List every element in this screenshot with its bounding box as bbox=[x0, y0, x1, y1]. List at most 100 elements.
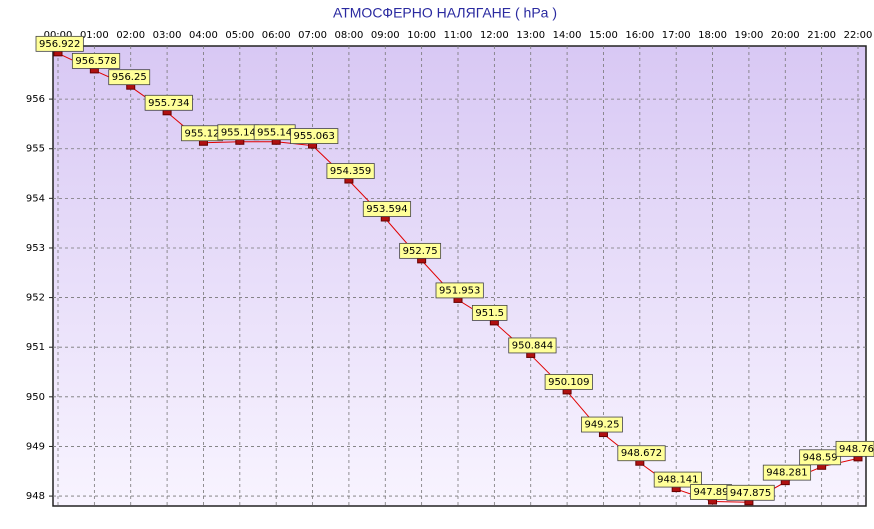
data-label-group: 948.672 bbox=[617, 445, 666, 462]
x-tick-label: 09:00 bbox=[371, 30, 400, 41]
chart-title: АТМОСФЕРНО НАЛЯГАНЕ ( hPa ) bbox=[333, 5, 557, 21]
data-label-group: 948.141 bbox=[653, 471, 702, 488]
data-label: 953.594 bbox=[366, 204, 407, 215]
y-tick-label: 950 bbox=[26, 392, 45, 403]
data-label: 952.75 bbox=[403, 246, 438, 257]
data-label: 948.672 bbox=[621, 448, 662, 459]
x-tick-label: 19:00 bbox=[734, 30, 763, 41]
data-label: 951.953 bbox=[439, 285, 480, 296]
data-label-group: 948.281 bbox=[762, 464, 812, 481]
x-tick-label: 03:00 bbox=[153, 30, 182, 41]
data-label: 954.359 bbox=[330, 166, 371, 177]
plot-area bbox=[52, 45, 867, 507]
data-label-box bbox=[471, 304, 508, 321]
data-label: 950.109 bbox=[548, 377, 589, 388]
data-label-box bbox=[290, 128, 339, 144]
data-label-box bbox=[35, 35, 84, 52]
data-label-box bbox=[399, 242, 442, 259]
data-label: 955.12 bbox=[184, 128, 219, 139]
data-label-group: 947.875 bbox=[726, 484, 775, 501]
data-label: 949.25 bbox=[584, 420, 619, 431]
data-label-group: 956.25 bbox=[108, 69, 151, 86]
data-label-box bbox=[108, 69, 151, 86]
data-label-group: 956.922 bbox=[35, 35, 84, 52]
x-tick-label: 22:00 bbox=[844, 30, 873, 41]
data-label-group: 955.14 bbox=[253, 124, 296, 141]
data-label: 955.734 bbox=[148, 98, 189, 109]
data-label: 947.875 bbox=[730, 488, 771, 499]
x-tick-label: 07:00 bbox=[298, 30, 327, 41]
data-label: 948.59 bbox=[803, 452, 838, 463]
data-label-box bbox=[71, 53, 121, 69]
y-tick-label: 954 bbox=[26, 193, 45, 204]
x-tick-label: 14:00 bbox=[553, 30, 582, 41]
data-label-box bbox=[144, 94, 193, 111]
data-label-box bbox=[435, 282, 484, 299]
x-tick-label: 16:00 bbox=[625, 30, 654, 41]
data-label-box bbox=[581, 416, 623, 433]
x-tick-label: 01:00 bbox=[80, 30, 109, 41]
data-label-box bbox=[508, 337, 557, 354]
data-label: 948.281 bbox=[766, 468, 807, 479]
data-label-box bbox=[726, 484, 775, 501]
data-label-group: 951.953 bbox=[435, 282, 484, 299]
data-label-group: 954.359 bbox=[326, 163, 375, 179]
data-label-group: 948.59 bbox=[799, 449, 842, 466]
data-label-box bbox=[653, 471, 702, 488]
data-label-group: 956.578 bbox=[71, 53, 121, 69]
data-label: 955.14 bbox=[257, 127, 292, 138]
data-label-group: 947.89 bbox=[690, 484, 732, 500]
data-label-group: 949.25 bbox=[581, 416, 623, 433]
x-tick-label: 13:00 bbox=[516, 30, 545, 41]
data-label: 948.76 bbox=[839, 444, 874, 455]
data-label: 956.578 bbox=[75, 56, 116, 67]
y-tick-label: 956 bbox=[26, 94, 45, 105]
x-tick-label: 05:00 bbox=[225, 30, 254, 41]
x-tick-label: 21:00 bbox=[807, 30, 836, 41]
data-label-group: 951.5 bbox=[471, 304, 508, 321]
data-label: 956.25 bbox=[112, 72, 147, 83]
data-label: 955.063 bbox=[294, 131, 335, 142]
x-tick-label: 12:00 bbox=[480, 30, 509, 41]
x-tick-label: 08:00 bbox=[334, 30, 363, 41]
x-tick-label: 06:00 bbox=[262, 30, 291, 41]
data-label-box bbox=[799, 449, 842, 466]
data-label-box bbox=[762, 464, 812, 481]
x-tick-label: 20:00 bbox=[771, 30, 800, 41]
data-label-group: 948.76 bbox=[835, 440, 874, 457]
x-tick-label: 15:00 bbox=[589, 30, 618, 41]
data-label: 956.922 bbox=[39, 39, 80, 50]
x-tick-label: 00:00 bbox=[44, 30, 73, 41]
y-tick-label: 948 bbox=[26, 491, 45, 502]
data-label-group: 955.063 bbox=[290, 128, 339, 144]
y-tick-label: 952 bbox=[26, 293, 45, 304]
data-label-group: 950.109 bbox=[544, 374, 593, 390]
data-label-box bbox=[544, 374, 593, 390]
data-label-group: 955.12 bbox=[181, 125, 223, 142]
data-label: 951.5 bbox=[475, 308, 504, 319]
data-label-box bbox=[326, 163, 375, 179]
data-label-group: 950.844 bbox=[508, 337, 557, 354]
x-tick-label: 02:00 bbox=[116, 30, 145, 41]
y-tick-label: 955 bbox=[26, 144, 45, 155]
data-label-group: 955.14 bbox=[217, 124, 260, 141]
y-tick-label: 949 bbox=[26, 441, 45, 452]
data-label-group: 952.75 bbox=[399, 242, 442, 259]
data-label-box bbox=[362, 201, 412, 217]
y-tick-label: 953 bbox=[26, 243, 45, 254]
data-label-group: 955.734 bbox=[144, 94, 193, 111]
y-tick-label: 951 bbox=[26, 342, 45, 353]
data-label-box bbox=[617, 445, 666, 462]
data-label-group: 953.594 bbox=[362, 201, 412, 217]
data-label-box bbox=[835, 440, 874, 457]
x-tick-label: 04:00 bbox=[189, 30, 218, 41]
x-tick-label: 10:00 bbox=[407, 30, 436, 41]
x-tick-label: 11:00 bbox=[444, 30, 473, 41]
x-tick-label: 18:00 bbox=[698, 30, 727, 41]
data-label: 947.89 bbox=[694, 487, 729, 498]
data-label: 948.141 bbox=[657, 475, 698, 486]
data-label: 955.14 bbox=[221, 127, 256, 138]
x-tick-label: 17:00 bbox=[662, 30, 691, 41]
